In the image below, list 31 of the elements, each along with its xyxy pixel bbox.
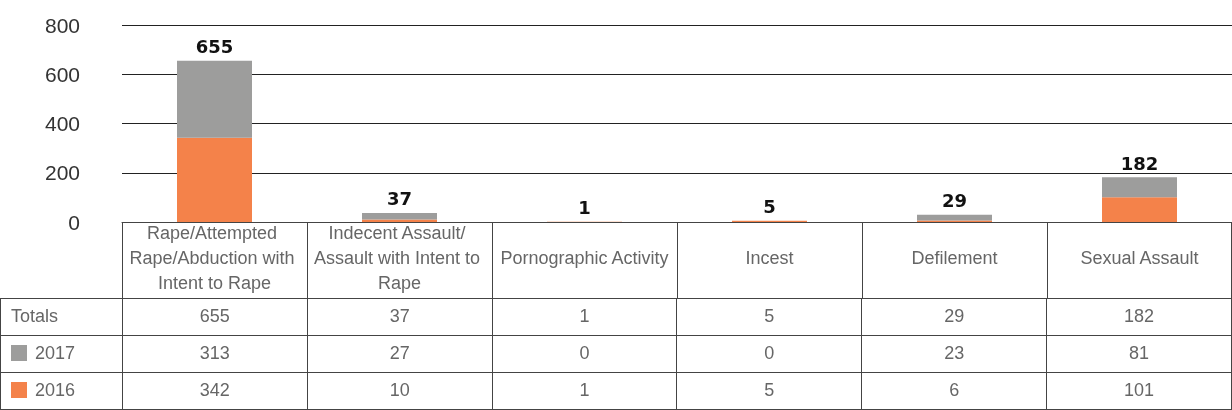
data-label: 6 [861,372,1047,409]
total-label: 37 [386,188,413,210]
y-tick-label: 400 [44,112,80,135]
data-label: 0 [676,335,862,372]
legend-label: 2016 [34,380,76,400]
x-tick-label: Defilement [911,248,998,268]
data-label: 0 [492,335,677,372]
y-tick-label: 800 [44,13,80,37]
data-label: 1 [492,372,677,409]
x-tick-label: Pornographic Activity [500,248,669,268]
data-label: 23 [861,335,1047,372]
data-label: 342 [122,372,308,409]
total-label: 655 [195,36,234,58]
total-label: 1 [578,197,591,219]
legend-label: 2017 [34,343,76,363]
data-label: 101 [1046,372,1232,409]
x-tick-label: Sexual Assault [1080,248,1199,268]
data-label: 313 [122,335,308,372]
total-label: 5 [763,196,776,218]
y-tick-label: 200 [44,161,80,185]
data-label: 5 [676,372,862,409]
x-tick-label: Incest [745,248,794,268]
x-tick-label: Indecent Assault/ Assault with Intent to Rape [313,223,486,293]
y-tick-label: 0 [68,210,80,234]
data-label: 81 [1046,335,1232,372]
y-tick-label: 600 [44,62,80,86]
data-label: 27 [307,335,493,372]
data-label: 10 [307,372,493,409]
total-label: 29 [941,190,968,212]
x-tick-label: Rape/Attempted Rape/Abduction with Intent to Rape [129,223,300,293]
total-label: 182 [1120,152,1159,174]
